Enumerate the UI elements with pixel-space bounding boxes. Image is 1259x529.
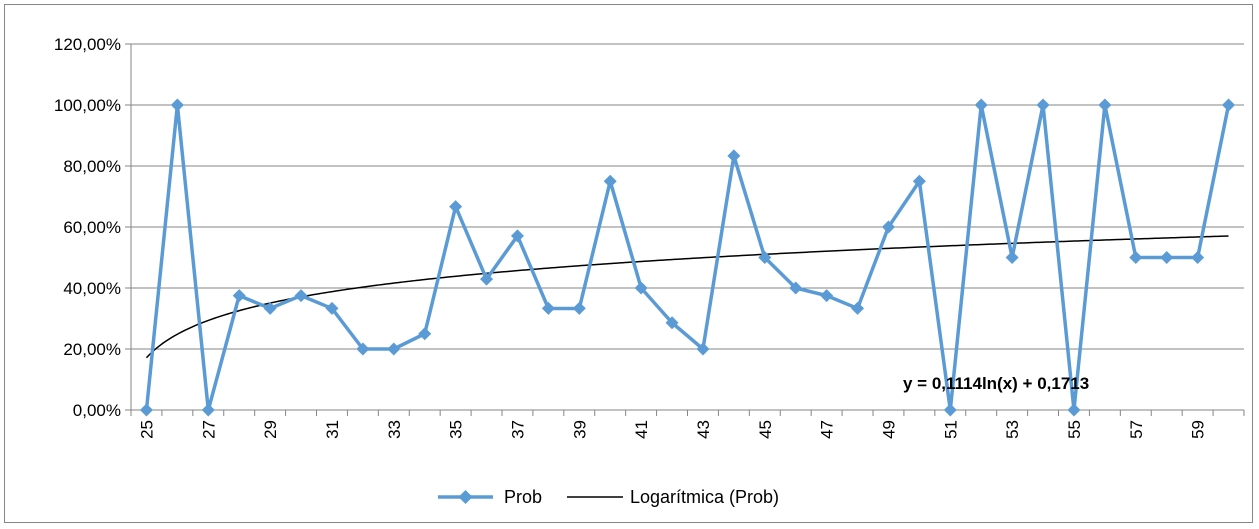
data-point-marker xyxy=(387,342,401,356)
data-point-marker xyxy=(325,301,339,315)
data-point-marker xyxy=(851,301,865,315)
data-point-marker xyxy=(232,289,246,303)
data-point-marker xyxy=(572,301,586,315)
chart-area xyxy=(4,4,1253,523)
data-point-marker xyxy=(758,251,772,264)
data-point-marker xyxy=(449,200,463,214)
x-tick-label: 49 xyxy=(879,420,898,439)
x-tick-label: 57 xyxy=(1127,420,1146,439)
y-tick-label: 100,00% xyxy=(54,96,121,115)
data-point-marker xyxy=(418,327,432,341)
data-point-marker xyxy=(1191,251,1205,264)
data-point-marker xyxy=(1005,251,1019,264)
x-tick-label: 53 xyxy=(1003,420,1022,439)
data-point-marker xyxy=(1129,251,1143,264)
x-tick-label: 25 xyxy=(137,420,156,439)
data-point-marker xyxy=(603,174,617,188)
data-point-marker xyxy=(789,281,803,295)
series-layer xyxy=(139,98,1236,417)
data-point-marker xyxy=(1098,98,1112,112)
data-point-marker xyxy=(170,98,184,112)
data-point-marker xyxy=(201,403,215,417)
data-point-marker xyxy=(696,342,710,356)
y-tick-label: 60,00% xyxy=(63,218,121,237)
x-tick-label: 29 xyxy=(261,420,280,439)
y-axis-tick-labels: 0,00% 20,00% 40,00% 60,00% 80,00% 100,00% 120,… xyxy=(54,35,121,420)
x-tick-label: 43 xyxy=(694,420,713,439)
x-tick-label: 33 xyxy=(385,420,404,439)
trendline-logarithmic xyxy=(145,235,1229,359)
x-tick-label: 47 xyxy=(818,420,837,439)
x-tick-label: 37 xyxy=(508,420,527,439)
data-point-marker xyxy=(480,272,494,286)
y-tick-label: 0,00% xyxy=(73,401,121,420)
x-tick-label: 45 xyxy=(756,420,775,439)
legend: Prob Logarítmica (Prob) xyxy=(438,487,779,507)
x-tick-label: 31 xyxy=(323,420,342,439)
data-point-marker xyxy=(510,229,524,243)
data-point-marker xyxy=(139,403,153,417)
x-tick-label: 35 xyxy=(447,420,466,439)
x-tick-label: 59 xyxy=(1189,420,1208,439)
data-point-marker xyxy=(727,149,741,163)
axes xyxy=(125,43,1245,416)
data-point-marker xyxy=(1222,98,1236,112)
data-point-marker xyxy=(1036,98,1050,112)
series-line-prob xyxy=(144,103,1231,412)
legend-trendline-label: Logarítmica (Prob) xyxy=(630,487,779,507)
x-tick-label: 41 xyxy=(632,420,651,439)
data-point-marker xyxy=(294,289,308,303)
data-point-marker xyxy=(356,342,370,356)
trendline-equation: y = 0,1114ln(x) + 0,1713 xyxy=(903,374,1089,393)
data-point-marker xyxy=(541,301,555,315)
data-point-marker xyxy=(820,289,834,303)
data-point-marker xyxy=(881,220,895,234)
x-tick-label: 27 xyxy=(199,420,218,439)
y-tick-label: 40,00% xyxy=(63,279,121,298)
data-point-marker xyxy=(665,316,679,330)
y-tick-label: 80,00% xyxy=(63,157,121,176)
x-tick-label: 55 xyxy=(1065,420,1084,439)
data-point-marker xyxy=(1067,403,1081,417)
trendline-layer xyxy=(145,235,1229,359)
legend-prob-marker-icon xyxy=(458,490,473,504)
data-point-marker xyxy=(634,281,648,295)
data-point-marker xyxy=(1160,251,1174,264)
x-tick-label: 51 xyxy=(941,420,960,439)
data-point-marker xyxy=(263,301,277,315)
data-point-marker xyxy=(912,174,926,188)
data-point-marker xyxy=(974,98,988,112)
x-axis-tick-labels: 25 27 29 31 33 35 37 39 41 43 45 47 49 51 53 55 57 59 xyxy=(137,420,1207,439)
x-tick-label: 39 xyxy=(570,420,589,439)
gridlines xyxy=(131,43,1244,350)
legend-prob-label: Prob xyxy=(504,487,542,507)
data-point-marker xyxy=(943,403,957,417)
y-tick-label: 20,00% xyxy=(63,340,121,359)
y-tick-label: 120,00% xyxy=(54,35,121,54)
